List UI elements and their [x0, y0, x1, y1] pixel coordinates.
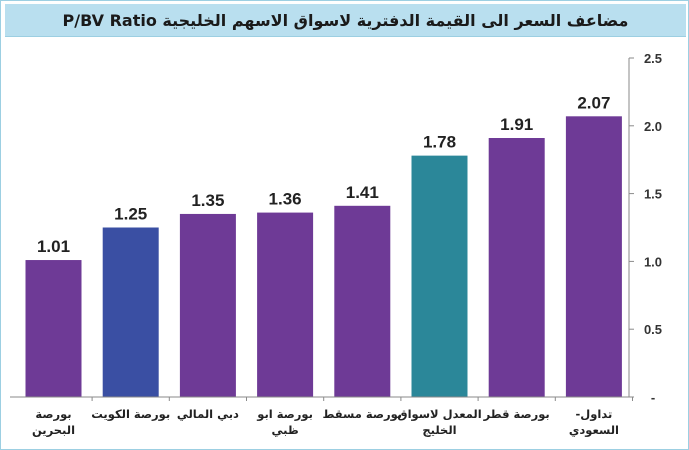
value-label: 1.36	[269, 190, 302, 209]
category-label: بورصة ابو	[256, 407, 313, 422]
y-tick-label: -	[651, 390, 655, 405]
category-label: السعودي	[569, 423, 619, 438]
y-tick-label: 1.0	[644, 254, 662, 269]
value-label: 1.01	[37, 237, 70, 256]
category-label: ظبي	[272, 423, 299, 437]
category-label: بورصة مسقط	[322, 407, 402, 422]
category-label: تداول-	[575, 407, 612, 422]
category-label: بورصة	[35, 407, 71, 422]
bar	[102, 227, 159, 397]
category-label: البحرين	[32, 423, 75, 437]
bar	[488, 138, 545, 397]
bar	[257, 212, 314, 397]
y-axis: - 0.5 1.0 1.5 2.0 2.5	[10, 51, 662, 405]
category-label: بورصة الكويت	[91, 407, 170, 422]
category-label: المعدل لاسواق	[397, 407, 481, 422]
value-label: 1.25	[114, 205, 147, 224]
bar	[411, 155, 468, 397]
value-label: 2.07	[577, 93, 610, 112]
value-label: 1.35	[191, 191, 224, 210]
y-tick-label: 0.5	[644, 322, 662, 337]
bar	[25, 260, 82, 397]
y-tick-label: 2.5	[644, 51, 662, 66]
bars-layer	[25, 116, 622, 398]
bar	[565, 116, 622, 398]
bar	[179, 213, 236, 397]
value-label: 1.91	[500, 115, 533, 134]
title-bar: مضاعف السعر الى القيمة الدفترية لاسواق ا…	[5, 4, 686, 37]
category-label: دبي المالي	[177, 407, 239, 421]
y-tick-label: 1.5	[644, 187, 662, 202]
category-label: الخليج	[422, 423, 456, 437]
category-label: بورصة قطر	[483, 407, 550, 422]
value-label: 1.78	[423, 133, 456, 152]
y-tick-label: 2.0	[644, 119, 662, 134]
bar	[334, 205, 391, 397]
value-label: 1.41	[346, 183, 379, 202]
chart-title: مضاعف السعر الى القيمة الدفترية لاسواق ا…	[62, 10, 629, 30]
